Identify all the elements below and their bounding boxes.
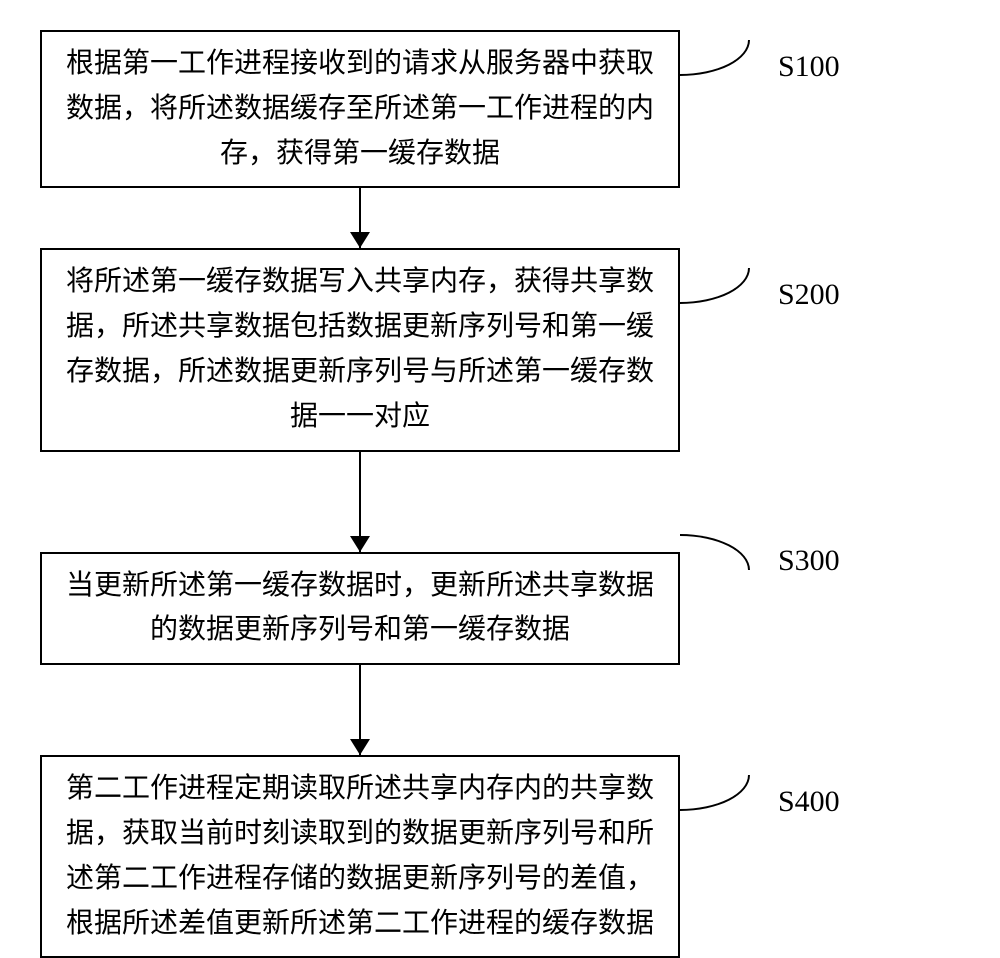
step-label: S300 bbox=[778, 544, 840, 578]
step-label-group: S400 bbox=[680, 785, 840, 819]
step-label: S200 bbox=[778, 278, 840, 312]
step-s100: 根据第一工作进程接收到的请求从服务器中获取数据，将所述数据缓存至所述第一工作进程… bbox=[40, 30, 960, 188]
connector-curve bbox=[680, 534, 750, 570]
step-text: 当更新所述第一缓存数据时，更新所述共享数据的数据更新序列号和第一缓存数据 bbox=[66, 570, 654, 646]
step-text: 根据第一工作进程接收到的请求从服务器中获取数据，将所述数据缓存至所述第一工作进程… bbox=[66, 48, 654, 169]
step-label: S400 bbox=[778, 785, 840, 819]
step-box: 将所述第一缓存数据写入共享内存，获得共享数据，所述共享数据包括数据更新序列号和第… bbox=[40, 248, 680, 451]
arrow-head-icon bbox=[350, 232, 370, 248]
step-box: 第二工作进程定期读取所述共享内存内的共享数据，获取当前时刻读取到的数据更新序列号… bbox=[40, 755, 680, 958]
step-label: S100 bbox=[778, 50, 840, 84]
step-text: 第二工作进程定期读取所述共享内存内的共享数据，获取当前时刻读取到的数据更新序列号… bbox=[66, 773, 654, 938]
step-s400: 第二工作进程定期读取所述共享内存内的共享数据，获取当前时刻读取到的数据更新序列号… bbox=[40, 755, 960, 958]
arrow-connector bbox=[40, 665, 680, 755]
arrow-head-icon bbox=[350, 739, 370, 755]
arrow-head-icon bbox=[350, 536, 370, 552]
step-text: 将所述第一缓存数据写入共享内存，获得共享数据，所述共享数据包括数据更新序列号和第… bbox=[66, 266, 654, 431]
arrow-connector bbox=[40, 452, 680, 552]
connector-curve bbox=[680, 268, 750, 304]
connector-curve bbox=[680, 40, 750, 76]
step-box: 根据第一工作进程接收到的请求从服务器中获取数据，将所述数据缓存至所述第一工作进程… bbox=[40, 30, 680, 188]
flowchart-container: 根据第一工作进程接收到的请求从服务器中获取数据，将所述数据缓存至所述第一工作进程… bbox=[40, 30, 960, 958]
connector-curve bbox=[680, 775, 750, 811]
step-s300: 当更新所述第一缓存数据时，更新所述共享数据的数据更新序列号和第一缓存数据 S30… bbox=[40, 552, 960, 666]
step-label-group: S100 bbox=[680, 50, 840, 84]
step-box: 当更新所述第一缓存数据时，更新所述共享数据的数据更新序列号和第一缓存数据 bbox=[40, 552, 680, 666]
step-s200: 将所述第一缓存数据写入共享内存，获得共享数据，所述共享数据包括数据更新序列号和第… bbox=[40, 248, 960, 451]
step-label-group: S200 bbox=[680, 278, 840, 312]
step-label-group: S300 bbox=[680, 544, 840, 578]
arrow-connector bbox=[40, 188, 680, 248]
